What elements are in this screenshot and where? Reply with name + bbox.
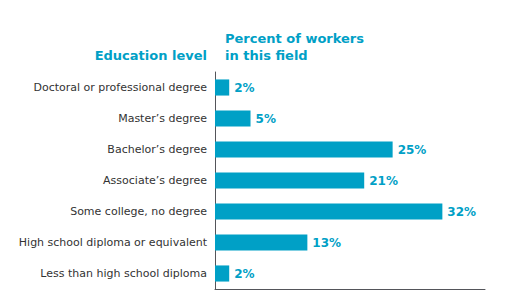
svg-text:in this field: in this field — [225, 48, 308, 63]
svg-text:Doctoral or professional degre: Doctoral or professional degree — [33, 81, 207, 94]
svg-text:2%: 2% — [234, 267, 254, 281]
svg-text:5%: 5% — [256, 112, 276, 126]
svg-text:21%: 21% — [369, 174, 398, 188]
svg-text:Bachelor’s degree: Bachelor’s degree — [107, 143, 207, 156]
svg-text:13%: 13% — [312, 236, 341, 250]
svg-text:32%: 32% — [447, 205, 476, 219]
svg-text:Percent of workers: Percent of workers — [225, 31, 364, 46]
svg-text:2%: 2% — [234, 81, 254, 95]
svg-text:Some college, no degree: Some college, no degree — [70, 205, 207, 218]
svg-text:High school diploma or equival: High school diploma or equivalent — [19, 236, 208, 249]
svg-text:Associate’s degree: Associate’s degree — [103, 174, 207, 187]
svg-text:Master’s degree: Master’s degree — [118, 112, 207, 125]
svg-text:Education level: Education level — [95, 48, 207, 63]
svg-text:Less than high school diploma: Less than high school diploma — [40, 267, 207, 280]
svg-text:25%: 25% — [398, 143, 427, 157]
